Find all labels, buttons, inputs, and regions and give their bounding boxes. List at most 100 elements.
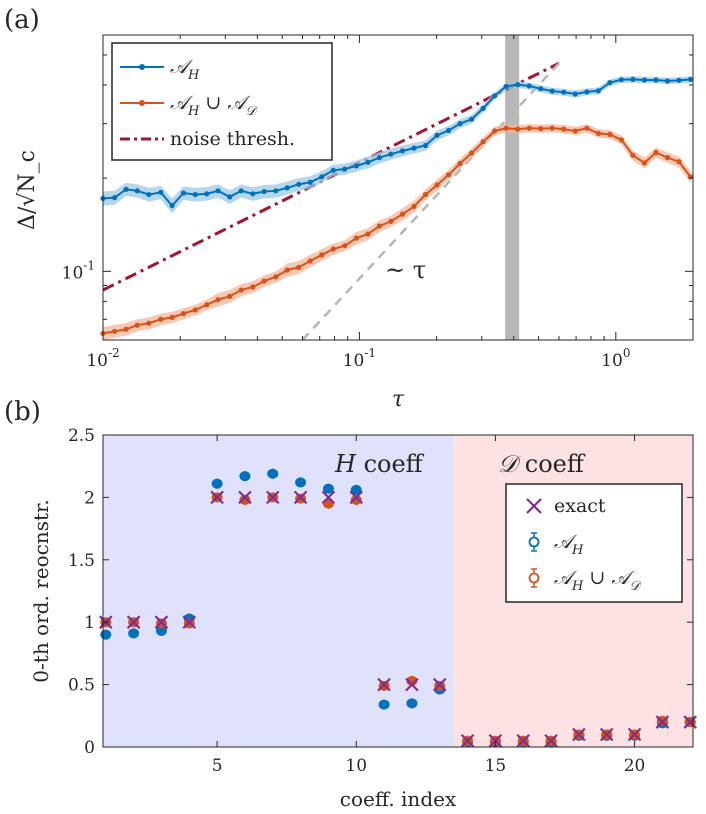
legend-subscript: H bbox=[571, 543, 584, 558]
series-1-point bbox=[330, 246, 336, 252]
series-1-point bbox=[238, 287, 244, 293]
x-tick-label: 10-1 bbox=[343, 346, 376, 371]
series-0-point bbox=[284, 185, 290, 191]
series-0-point bbox=[422, 142, 429, 149]
series-0-point bbox=[641, 77, 648, 83]
series-1-point bbox=[538, 126, 544, 132]
series-0-point bbox=[146, 191, 152, 198]
series-1-point bbox=[296, 264, 302, 270]
region-0 bbox=[103, 435, 454, 747]
series-1-point bbox=[445, 172, 452, 178]
series-1-point bbox=[123, 326, 129, 332]
series-1-point bbox=[641, 160, 648, 166]
scatter-points bbox=[99, 468, 697, 748]
region-label: H coeff bbox=[334, 450, 425, 478]
panel-b-ticks: 5 10 15 20 0 0.5 1 1.5 2 2.5 bbox=[68, 426, 693, 776]
series-1-point bbox=[434, 182, 440, 188]
series-1-point bbox=[319, 252, 325, 258]
series-1-point bbox=[411, 203, 417, 210]
series-1-point bbox=[572, 128, 578, 134]
series-0-point bbox=[538, 86, 544, 92]
series-0-point bbox=[204, 191, 210, 197]
series-0-point bbox=[687, 76, 694, 82]
exact-point bbox=[405, 677, 419, 692]
series-1-point bbox=[169, 314, 175, 320]
series-0-point bbox=[169, 203, 175, 209]
series-0-point bbox=[261, 188, 267, 195]
exact-point bbox=[321, 490, 336, 505]
series-0-point bbox=[296, 181, 302, 187]
exact-point bbox=[488, 733, 503, 748]
y-tick-label: 10-1 bbox=[62, 258, 95, 283]
series-1-point bbox=[388, 218, 394, 224]
exact-point bbox=[544, 733, 558, 748]
y-tick-label: 0.5 bbox=[68, 676, 95, 696]
series-0-point bbox=[227, 194, 233, 200]
series-0-point bbox=[158, 189, 164, 195]
ah-point bbox=[295, 477, 307, 488]
panel-b-label: (b) bbox=[4, 397, 41, 427]
exact-point bbox=[599, 727, 614, 742]
legend-label: 𝒜H ∪ 𝒜𝒟 bbox=[170, 92, 258, 119]
ahd-point bbox=[239, 494, 251, 505]
series-0-point bbox=[376, 155, 383, 161]
series-0-point bbox=[630, 76, 636, 82]
region-word: coeff bbox=[517, 450, 586, 478]
ah-point bbox=[239, 471, 251, 482]
ah-point bbox=[378, 699, 390, 710]
series-0-point bbox=[445, 127, 452, 134]
series-1-point bbox=[273, 274, 279, 280]
tick-exponent: -1 bbox=[364, 346, 376, 360]
series-1-point bbox=[561, 126, 567, 132]
legend-symbol: ∪ 𝒜 bbox=[199, 92, 251, 114]
exact-point bbox=[432, 677, 447, 692]
ah-point bbox=[267, 468, 279, 479]
tick-exponent: 0 bbox=[623, 346, 631, 360]
series-0-point bbox=[411, 145, 417, 151]
ah-point bbox=[128, 628, 140, 639]
series-1-point bbox=[618, 137, 624, 143]
series-1-point bbox=[492, 128, 498, 134]
series-0-point bbox=[123, 186, 129, 192]
series-0-point bbox=[480, 105, 486, 111]
exact-point bbox=[655, 715, 670, 729]
series-1-point bbox=[595, 130, 601, 136]
series-0-point bbox=[365, 159, 371, 165]
series-1-point bbox=[227, 293, 233, 299]
series-1-point bbox=[353, 235, 359, 241]
series-0-point bbox=[330, 167, 336, 173]
exact-point bbox=[572, 727, 586, 742]
series-0-point bbox=[469, 116, 475, 122]
y-tick-label: 1.5 bbox=[68, 551, 95, 571]
y-tick-label: 1 bbox=[84, 613, 95, 633]
tick-base: 10 bbox=[601, 351, 623, 371]
series-0-point bbox=[653, 77, 659, 83]
legend-subscript: H bbox=[187, 68, 200, 83]
tau-highlight-band bbox=[505, 35, 520, 340]
panel-a-xlabel: τ bbox=[392, 387, 405, 412]
exact-point bbox=[377, 677, 391, 692]
y-tick-label: 0 bbox=[84, 738, 95, 758]
exact-point bbox=[265, 490, 280, 505]
panel-a-label: (a) bbox=[4, 5, 40, 35]
series-1-point bbox=[549, 125, 555, 131]
series-0-point bbox=[503, 83, 509, 89]
exact-point bbox=[238, 490, 252, 505]
series-0-point bbox=[664, 78, 671, 84]
exact-point bbox=[210, 490, 224, 505]
series-1-point bbox=[284, 267, 290, 273]
exact-point bbox=[516, 733, 531, 748]
series-0-point bbox=[572, 91, 578, 97]
series-1-point bbox=[192, 307, 198, 313]
series-0-point bbox=[526, 83, 532, 89]
series-1-point bbox=[526, 125, 532, 131]
series-1-point bbox=[215, 297, 221, 303]
series-1-point bbox=[653, 149, 659, 156]
series-0-point bbox=[238, 188, 244, 194]
legend-marker bbox=[528, 536, 540, 548]
series-0-point bbox=[353, 163, 359, 169]
legend-symbol: ∪ 𝒜 bbox=[583, 567, 635, 589]
